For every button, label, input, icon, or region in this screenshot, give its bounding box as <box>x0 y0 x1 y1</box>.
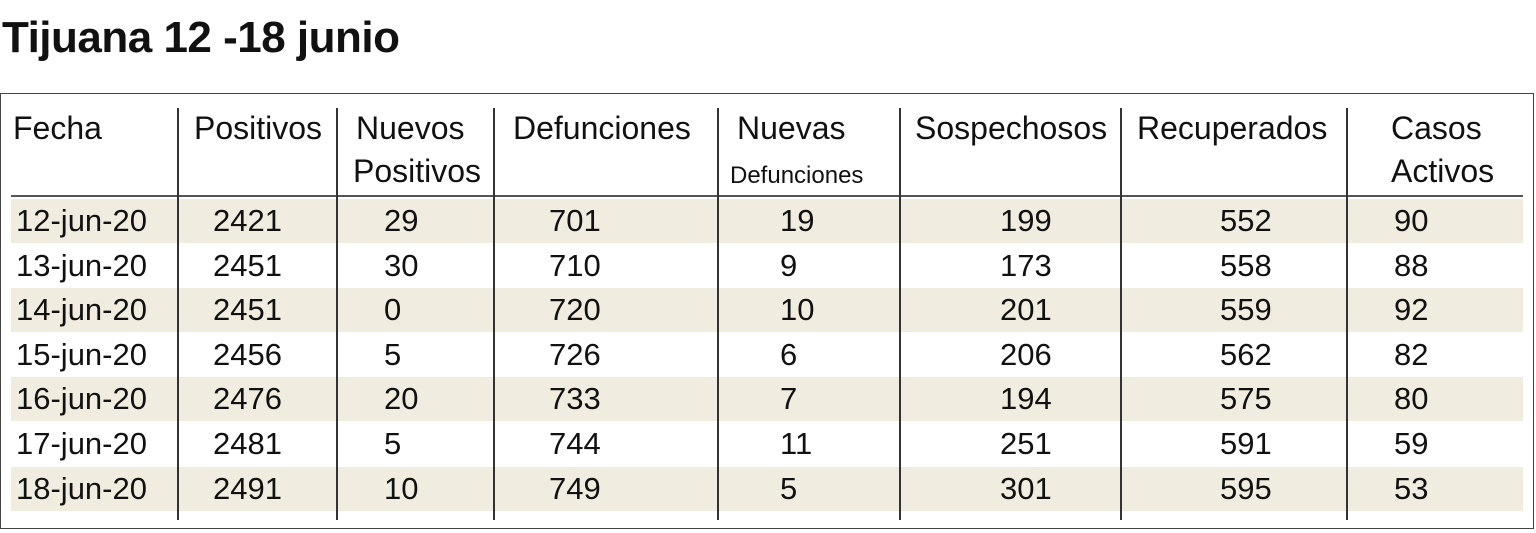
cell-nuevos-positivos: 0 <box>384 292 402 328</box>
header-defunciones: Defunciones <box>513 110 691 146</box>
column-divider <box>493 108 495 520</box>
cell-sospechosos: 201 <box>1000 292 1052 328</box>
cell-casos-activos: 59 <box>1394 426 1429 461</box>
header-nuevas-defunciones-line2: Defunciones <box>730 162 864 189</box>
table-title: Tijuana 12 -18 junio <box>2 13 400 62</box>
cell-fecha: 13-jun-20 <box>16 247 147 283</box>
cell-positivos: 2476 <box>213 381 282 417</box>
cell-nuevas-defunciones: 19 <box>780 203 815 238</box>
cell-sospechosos: 206 <box>1000 336 1052 372</box>
table-row: 17-jun-20 2481 5 744 11 251 591 59 <box>11 422 1523 466</box>
data-table: Fecha Positivos Nuevos Positivos Defunci… <box>0 93 1534 529</box>
header-nuevas-defunciones-line1: Nuevas <box>737 110 846 146</box>
cell-nuevos-positivos: 5 <box>384 336 402 372</box>
cell-casos-activos: 80 <box>1394 381 1429 417</box>
header-sospechosos: Sospechosos <box>915 110 1108 146</box>
cell-recuperados: 552 <box>1220 203 1272 238</box>
cell-nuevos-positivos: 29 <box>384 203 419 238</box>
cell-fecha: 14-jun-20 <box>16 292 147 328</box>
cell-nuevas-defunciones: 10 <box>780 292 815 328</box>
cell-nuevos-positivos: 20 <box>384 381 419 417</box>
column-divider <box>717 108 719 520</box>
cell-recuperados: 575 <box>1220 381 1272 417</box>
cell-nuevas-defunciones: 11 <box>780 426 813 461</box>
cell-recuperados: 562 <box>1220 336 1272 372</box>
cell-casos-activos: 88 <box>1394 247 1429 283</box>
table-row: 12-jun-20 2421 29 701 19 199 552 90 <box>11 199 1523 243</box>
header-fecha: Fecha <box>13 110 102 146</box>
cell-recuperados: 591 <box>1220 426 1272 461</box>
cell-defunciones: 733 <box>549 381 601 417</box>
table-row: 15-jun-20 2456 5 726 6 206 562 82 <box>11 333 1523 377</box>
cell-positivos: 2491 <box>213 470 282 506</box>
cell-nuevos-positivos: 10 <box>384 470 419 506</box>
header-positivos: Positivos <box>194 110 323 146</box>
table-row: 18-jun-20 2491 10 749 5 301 595 53 <box>11 466 1523 511</box>
cell-nuevas-defunciones: 6 <box>780 336 798 372</box>
cell-casos-activos: 90 <box>1394 203 1429 238</box>
cell-sospechosos: 251 <box>1000 426 1052 461</box>
cell-fecha: 12-jun-20 <box>16 203 147 238</box>
cell-positivos: 2481 <box>213 426 282 461</box>
cell-nuevos-positivos: 30 <box>384 247 419 283</box>
cell-fecha: 17-jun-20 <box>16 426 147 461</box>
cell-defunciones: 744 <box>549 426 601 461</box>
cell-defunciones: 710 <box>549 247 601 283</box>
column-divider <box>899 108 901 520</box>
header-nuevos-positivos-line2: Positivos <box>353 153 482 189</box>
cell-recuperados: 558 <box>1220 247 1272 283</box>
cell-fecha: 15-jun-20 <box>16 336 147 372</box>
cell-defunciones: 749 <box>549 470 601 506</box>
cell-defunciones: 701 <box>549 203 601 238</box>
cell-nuevas-defunciones: 9 <box>780 247 798 283</box>
column-divider <box>336 108 338 520</box>
cell-casos-activos: 53 <box>1394 470 1429 506</box>
cell-defunciones: 726 <box>549 336 601 372</box>
table-row: 14-jun-20 2451 0 720 10 201 559 92 <box>11 288 1523 333</box>
table-row: 13-jun-20 2451 30 710 9 173 558 88 <box>11 244 1523 288</box>
cell-sospechosos: 194 <box>1000 381 1052 417</box>
header-casos-activos-line1: Casos <box>1391 110 1482 146</box>
table-row: 16-jun-20 2476 20 733 7 194 575 80 <box>11 377 1523 422</box>
cell-fecha: 18-jun-20 <box>16 470 147 506</box>
cell-sospechosos: 199 <box>1000 203 1052 238</box>
cell-sospechosos: 173 <box>1000 247 1052 283</box>
cell-casos-activos: 92 <box>1394 292 1429 328</box>
header-nuevos-positivos-line1: Nuevos <box>356 110 465 146</box>
header-recuperados: Recuperados <box>1137 110 1328 146</box>
cell-defunciones: 720 <box>549 292 601 328</box>
header-casos-activos-line2: Activos <box>1391 153 1495 189</box>
cell-sospechosos: 301 <box>1000 470 1052 506</box>
cell-nuevas-defunciones: 7 <box>780 381 798 417</box>
cell-positivos: 2451 <box>213 247 282 283</box>
cell-nuevos-positivos: 5 <box>384 426 402 461</box>
cell-positivos: 2451 <box>213 292 282 328</box>
header-divider <box>11 195 1523 197</box>
column-divider <box>177 108 179 520</box>
cell-positivos: 2456 <box>213 336 282 372</box>
cell-recuperados: 559 <box>1220 292 1272 328</box>
cell-recuperados: 595 <box>1220 470 1272 506</box>
cell-casos-activos: 82 <box>1394 336 1429 372</box>
cell-fecha: 16-jun-20 <box>16 381 147 417</box>
cell-nuevas-defunciones: 5 <box>780 470 798 506</box>
column-divider <box>1120 108 1122 520</box>
column-divider <box>1346 108 1348 520</box>
cell-positivos: 2421 <box>213 203 282 238</box>
